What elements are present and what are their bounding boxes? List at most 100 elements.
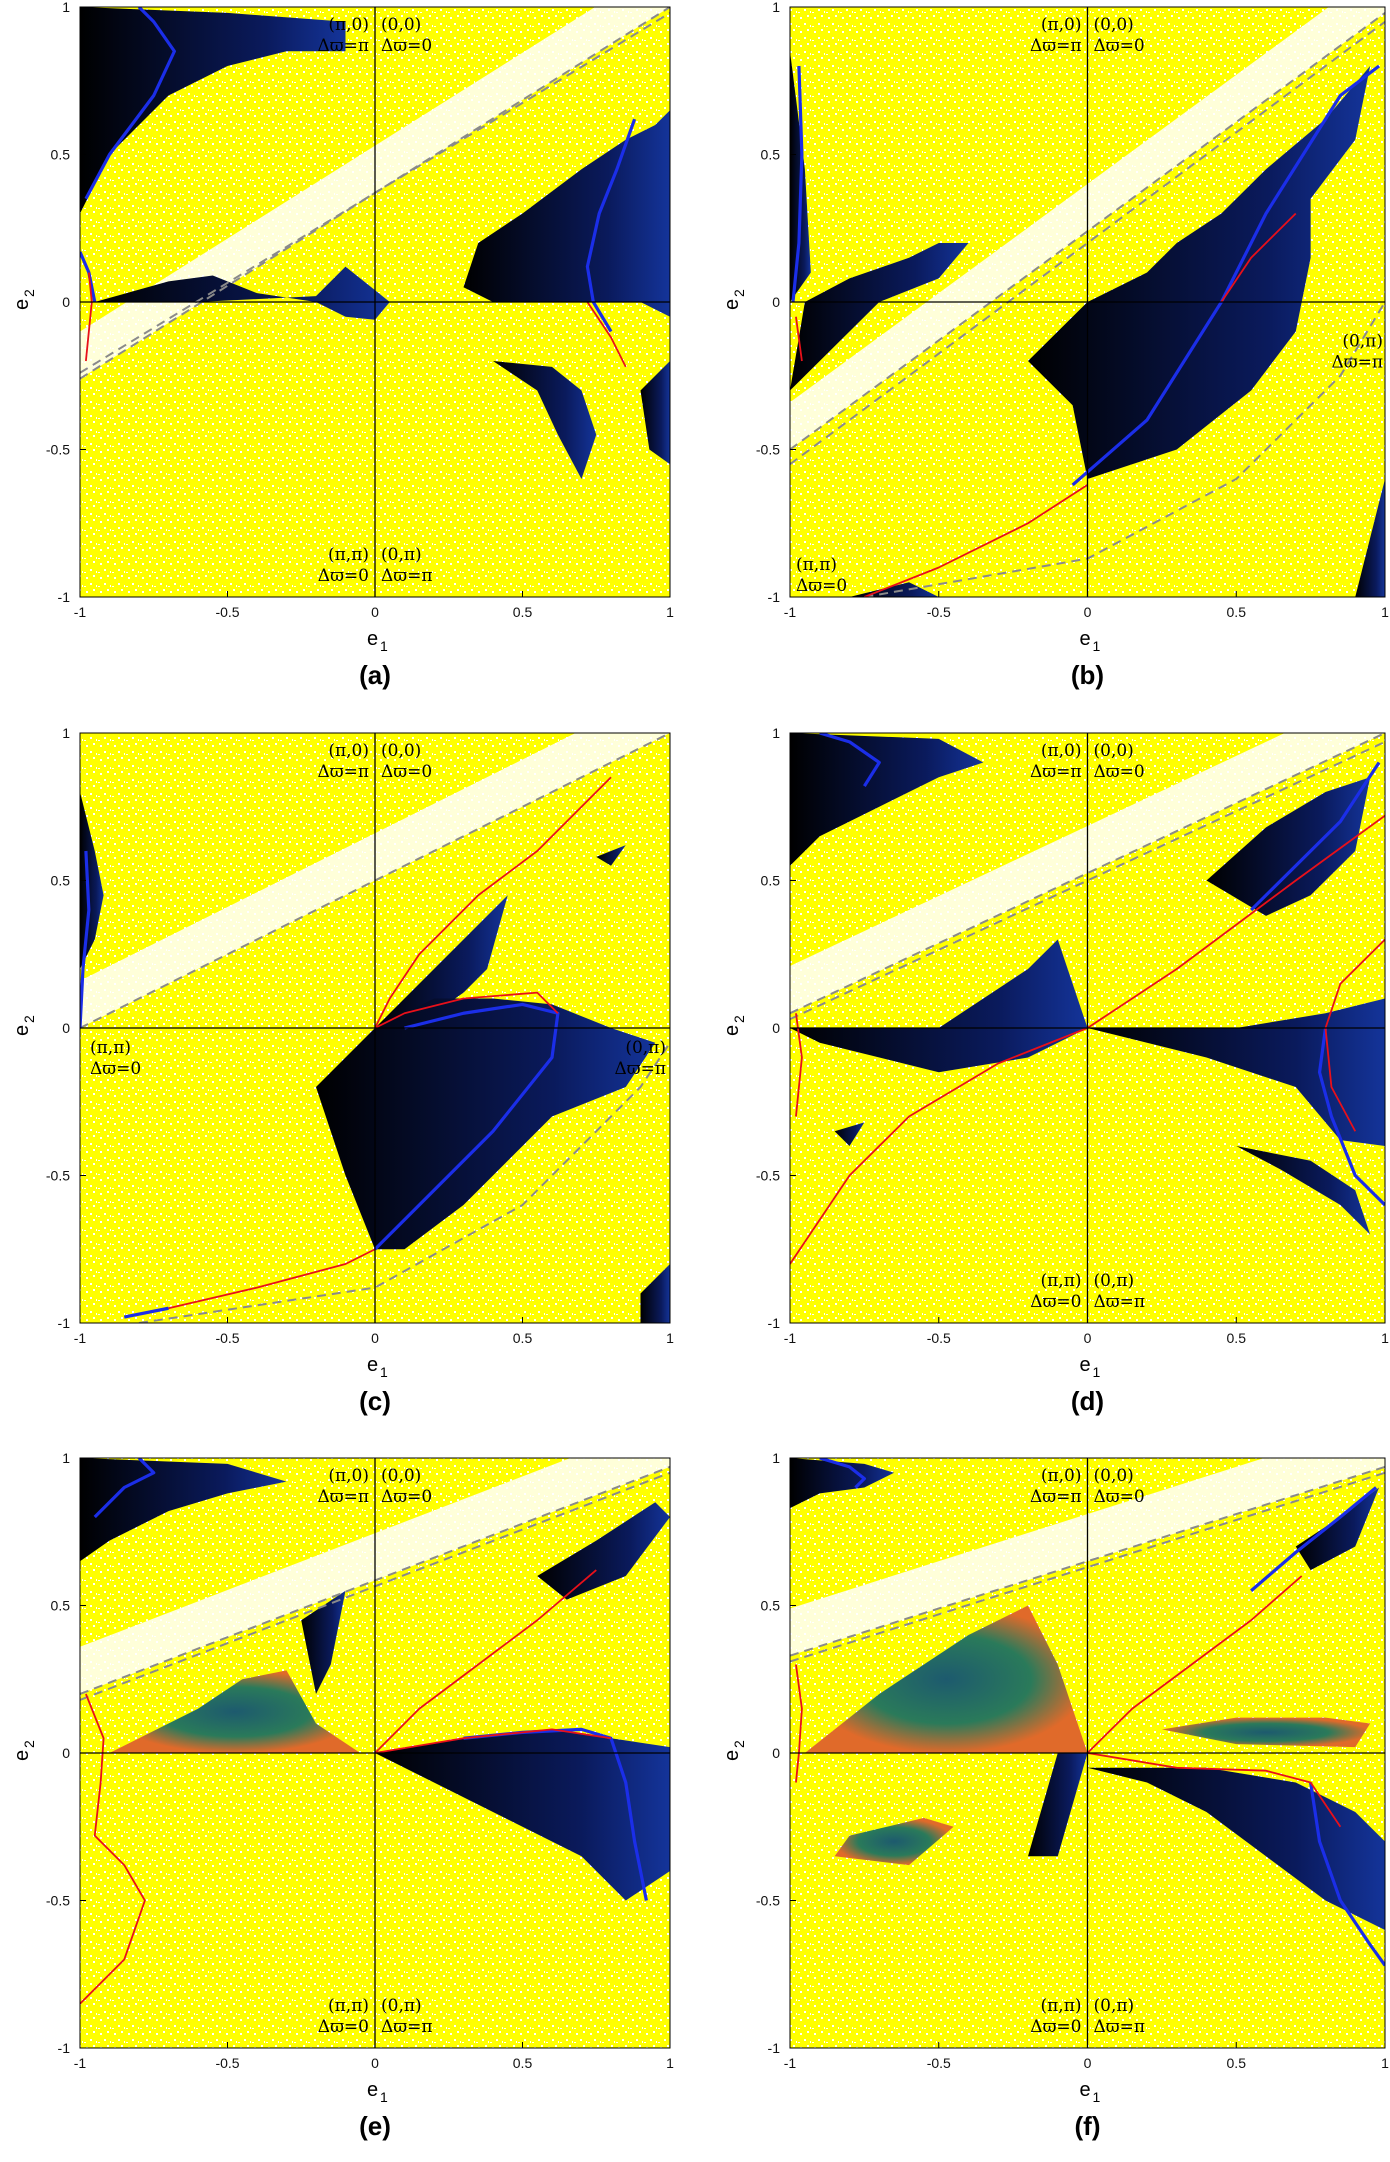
regular-region-4 — [596, 845, 626, 866]
red-curve-4 — [1086, 1575, 1303, 1754]
regular-region-5 — [834, 1122, 865, 1146]
quadrant-point-label: (π,0) — [328, 741, 369, 761]
regular-region-4 — [1087, 1767, 1385, 1930]
regular-region-1 — [1028, 66, 1371, 479]
panel-c: -1 -0.5 0 0.5 110.50-0.5-1e 1e2(c)(π,0)Δϖ=π(0… — [11, 725, 674, 1416]
quadrant-point-label: (π,π) — [328, 545, 369, 565]
red-curve-2 — [80, 1693, 146, 2005]
regular-region-1 — [1206, 777, 1371, 916]
y-tick-label: 0 — [772, 1745, 780, 1761]
regular-region-1 — [94, 266, 390, 320]
x-tick-label: -1 — [74, 2055, 87, 2071]
panels-root: -1 -0.5 0 0.5 110.50-0.5-1e 1e2(a)(π,0)Δϖ=π(0… — [11, 0, 1389, 2141]
regular-region-1 — [1295, 1487, 1380, 1571]
red-curve-5 — [374, 991, 559, 1029]
x-tick-label: 1 — [1381, 1330, 1389, 1346]
blue-curve-1 — [1071, 64, 1381, 487]
red-curve-4 — [586, 301, 627, 368]
x-axis-label-sub: 1 — [1093, 638, 1101, 654]
y-axis-label-sub: 2 — [21, 1740, 37, 1748]
regular-region-3 — [1355, 479, 1385, 597]
x-axis-label: e — [367, 2079, 378, 2101]
quadrant-point-label: (0,π) — [1342, 331, 1383, 351]
y-tick-label: 0 — [62, 1745, 70, 1761]
regular-region-4 — [301, 1590, 346, 1694]
quadrant-value-label: Δϖ=0 — [1030, 1292, 1081, 1312]
regular-region-0 — [790, 243, 969, 391]
y-axis-label: e — [721, 1750, 743, 1761]
red-curve-2 — [864, 484, 1088, 597]
quadrant-value-label: Δϖ=0 — [381, 1487, 432, 1507]
x-axis-label: e — [1080, 628, 1091, 650]
quadrant-value-label: Δϖ=π — [381, 566, 433, 586]
y-axis-label: e — [11, 1750, 33, 1761]
quadrant-point-label: (π,0) — [1041, 15, 1082, 35]
x-tick-label: -1 — [74, 1330, 87, 1346]
x-tick-label: 0 — [1084, 2055, 1092, 2071]
quadrant-value-label: Δϖ=0 — [381, 762, 432, 782]
x-tick-label: 0.5 — [1227, 1330, 1247, 1346]
x-tick-label: 0 — [1084, 1330, 1092, 1346]
y-tick-label: 1 — [62, 1450, 70, 1466]
quadrant-value-label: Δϖ=π — [614, 1059, 666, 1079]
x-tick-label: 1 — [666, 1330, 674, 1346]
quadrant-value-label: Δϖ=π — [317, 1487, 369, 1507]
panel-d: -1 -0.5 0 0.5 110.50-0.5-1e 1e2(d)(π,0)Δϖ=π(0… — [721, 725, 1389, 1416]
y-tick-label: -0.5 — [756, 1893, 780, 1909]
panel-b: -1 -0.5 0 0.5 110.50-0.5-1e 1e2(b)(π,0)Δϖ=π(0… — [721, 0, 1389, 690]
y-axis-label-group: e2 — [721, 1740, 747, 1761]
mixed-region-2 — [804, 1605, 1088, 1753]
quadrant-point-label: (π,0) — [328, 15, 369, 35]
x-tick-label: -1 — [784, 2055, 797, 2071]
quadrant-point-label: (π,0) — [1041, 741, 1082, 761]
y-tick-label: -0.5 — [756, 1168, 780, 1184]
quadrant-point-label: (π,π) — [90, 1038, 131, 1058]
dashed-line-2 — [864, 301, 1385, 597]
dashed-line-1 — [790, 20, 1385, 466]
y-tick-label: -1 — [768, 589, 781, 605]
x-tick-label: 1 — [666, 2055, 674, 2071]
mixed-region-5 — [1161, 1717, 1371, 1748]
x-axis-label: e — [1080, 1354, 1091, 1376]
quadrant-value-label: Δϖ=0 — [1030, 2017, 1081, 2037]
red-curve-3 — [795, 1664, 803, 1783]
quadrant-value-label: Δϖ=π — [317, 36, 369, 56]
y-axis-label-sub: 2 — [21, 289, 37, 297]
quadrant-point-label: (π,0) — [1041, 1466, 1082, 1486]
x-tick-label: -0.5 — [215, 2055, 239, 2071]
dashed-line-1 — [138, 1042, 670, 1323]
quadrant-value-label: Δϖ=0 — [1094, 1487, 1145, 1507]
blue-curve-1 — [1250, 761, 1381, 912]
x-tick-label: 0 — [371, 1330, 379, 1346]
panel-label: (a) — [359, 660, 391, 690]
y-tick-label: -1 — [58, 2040, 71, 2056]
y-axis-label-sub: 2 — [21, 1015, 37, 1023]
y-axis-label: e — [11, 299, 33, 310]
x-tick-label: -0.5 — [927, 1330, 951, 1346]
y-tick-label: 0 — [772, 294, 780, 310]
x-axis-label-sub: 1 — [1093, 2089, 1101, 2105]
x-axis-label: e — [1080, 2079, 1091, 2101]
panel-label: (c) — [359, 1386, 391, 1416]
mixed-region-6 — [834, 1817, 954, 1866]
x-axis-label-sub: 1 — [1093, 1364, 1101, 1380]
x-tick-label: -0.5 — [215, 604, 239, 620]
x-tick-label: 0.5 — [513, 2055, 533, 2071]
x-tick-label: 0 — [371, 604, 379, 620]
regular-region-3 — [1028, 1753, 1088, 1857]
x-tick-label: 0 — [371, 2055, 379, 2071]
panel-label: (d) — [1071, 1386, 1104, 1416]
y-tick-label: -1 — [58, 1315, 71, 1331]
x-tick-label: 0.5 — [1227, 2055, 1247, 2071]
quadrant-point-label: (0,0) — [1094, 741, 1134, 761]
x-tick-label: -0.5 — [927, 604, 951, 620]
mixed-region-2 — [109, 1670, 361, 1753]
blue-curve-0 — [791, 65, 804, 303]
y-axis-label: e — [11, 1025, 33, 1036]
red-curve-4 — [795, 316, 803, 362]
red-curve-3 — [1220, 212, 1297, 303]
quadrant-point-label: (0,0) — [381, 741, 421, 761]
quadrant-point-label: (0,π) — [381, 1996, 422, 2016]
y-tick-label: 0.5 — [51, 147, 71, 163]
